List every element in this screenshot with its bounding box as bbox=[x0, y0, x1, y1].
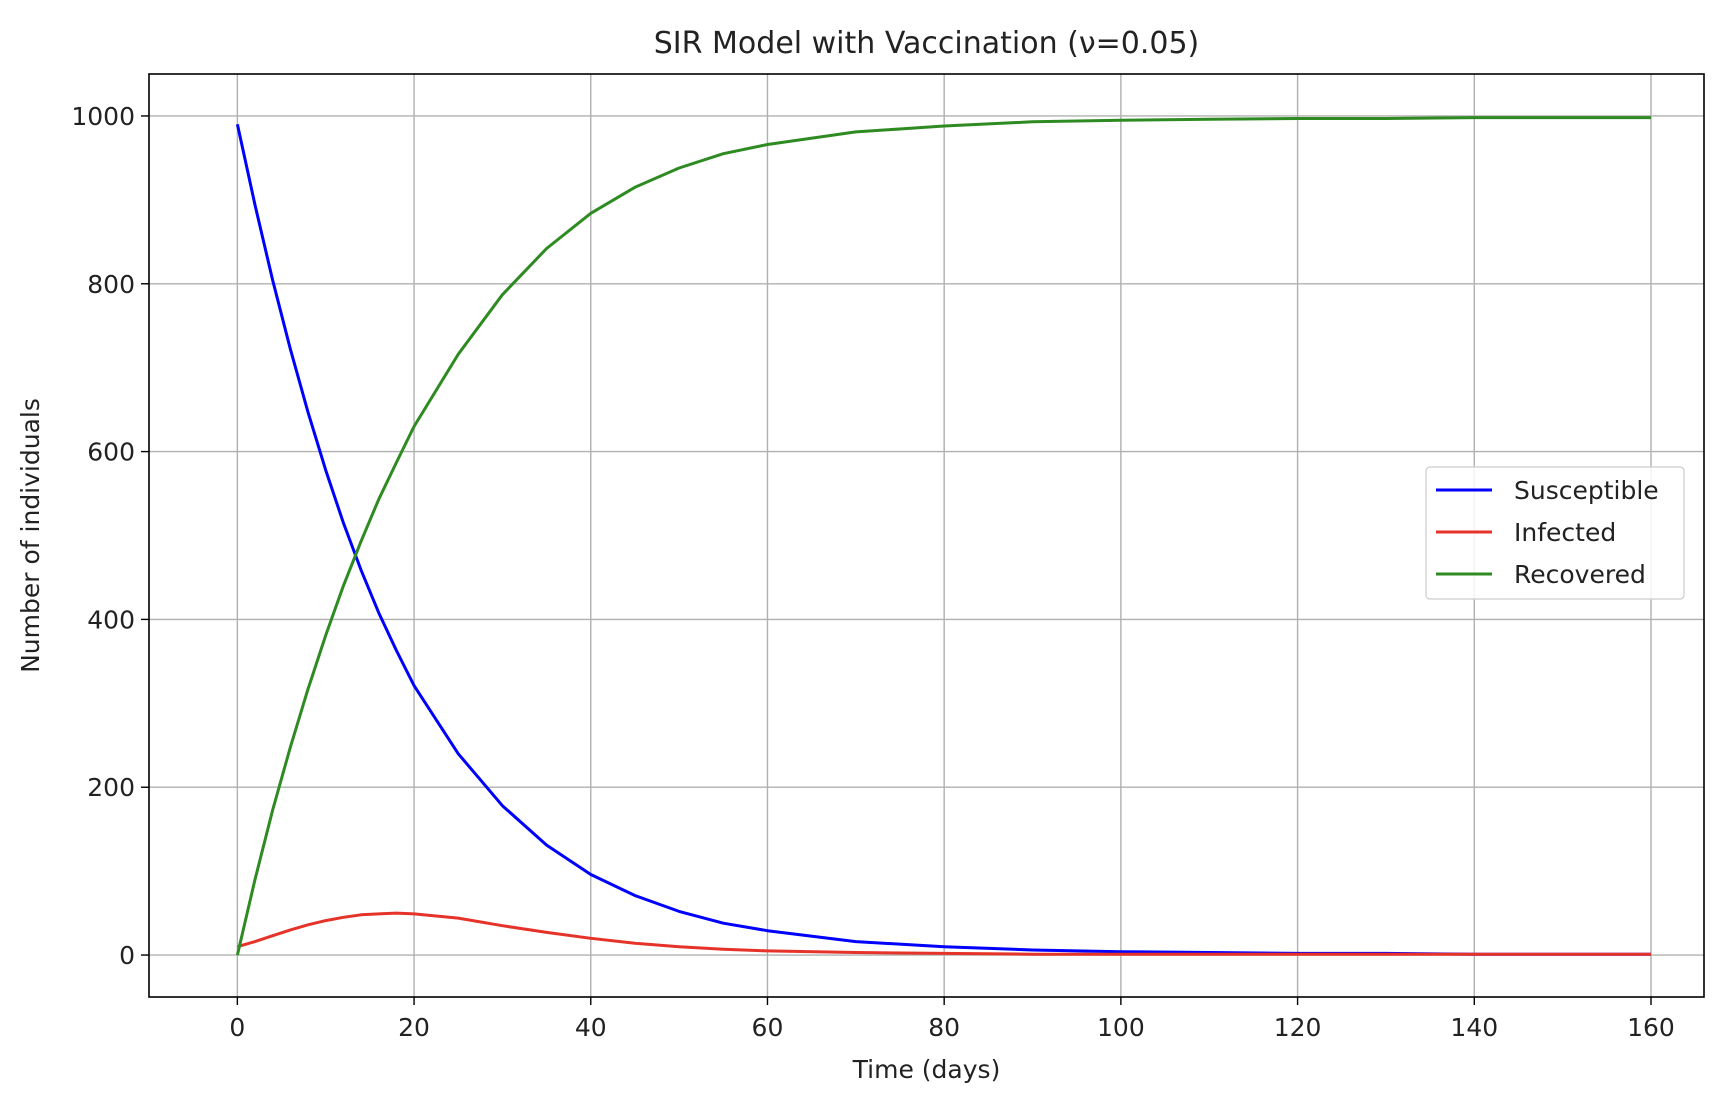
series-lines bbox=[235, 116, 1651, 956]
y-tick-label: 1000 bbox=[71, 102, 135, 131]
legend-label-infected: Infected bbox=[1514, 518, 1616, 547]
x-tick-label: 40 bbox=[575, 1013, 607, 1042]
y-tick-label: 600 bbox=[87, 438, 135, 467]
y-tick-label: 400 bbox=[87, 605, 135, 634]
plot-frame bbox=[148, 73, 1705, 998]
x-tick-label: 160 bbox=[1627, 1013, 1675, 1042]
y-tick-label: 800 bbox=[87, 270, 135, 299]
legend-box bbox=[1425, 466, 1685, 600]
y-axis-label: Number of individuals bbox=[16, 398, 45, 673]
legend-label-recovered: Recovered bbox=[1514, 560, 1646, 589]
x-tick-label: 140 bbox=[1450, 1013, 1498, 1042]
legend: Susceptible Infected Recovered bbox=[1425, 466, 1685, 600]
series-line-infected bbox=[236, 911, 1651, 956]
x-tick-label: 0 bbox=[229, 1013, 245, 1042]
x-axis-label: Time (days) bbox=[852, 1055, 1001, 1084]
x-tick-label: 60 bbox=[752, 1013, 784, 1042]
x-tick-label: 20 bbox=[398, 1013, 430, 1042]
y-tick-label: 200 bbox=[87, 773, 135, 802]
y-tick-label: 0 bbox=[119, 941, 135, 970]
x-tick-label: 80 bbox=[928, 1013, 960, 1042]
series-line-recovered bbox=[235, 116, 1651, 956]
legend-label-susceptible: Susceptible bbox=[1514, 476, 1659, 505]
x-tick-label: 120 bbox=[1274, 1013, 1322, 1042]
x-tick-label: 100 bbox=[1097, 1013, 1145, 1042]
axis-ticks: 0 20 40 60 80 100 120 140 160 0 200 400 600 800 1000 bbox=[71, 102, 1674, 1042]
chart-title: SIR Model with Vaccination (ν=0.05) bbox=[654, 26, 1199, 61]
